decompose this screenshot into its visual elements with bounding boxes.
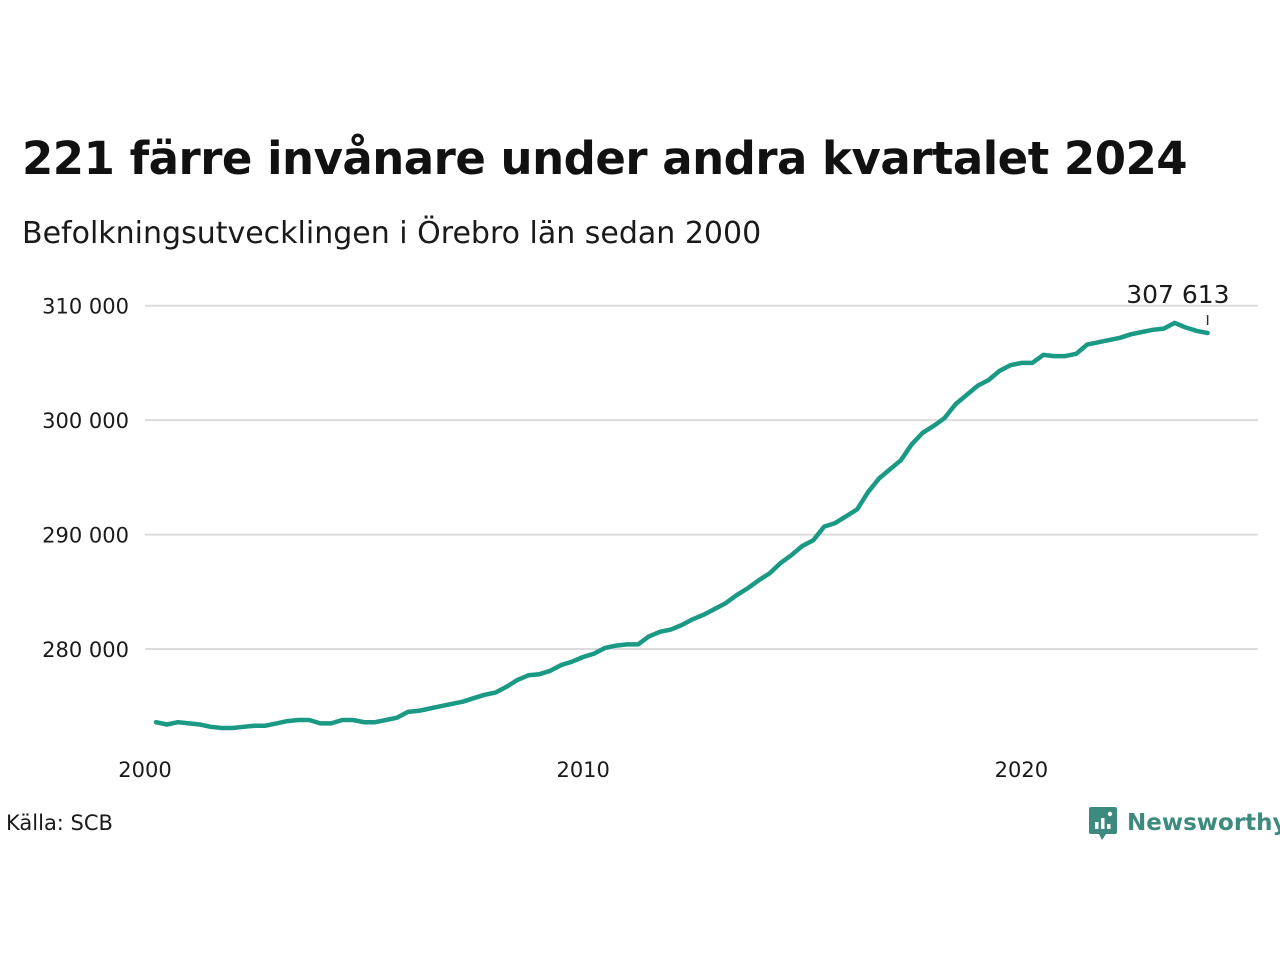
brand-name: Newsworthy [1127, 810, 1280, 836]
y-tick-label: 300 000 [42, 409, 129, 433]
brand-logo: Newsworthy [1088, 805, 1280, 841]
y-tick-label: 310 000 [42, 295, 129, 319]
chart-title: 221 färre invånare under andra kvartalet… [22, 132, 1188, 185]
series-line [153, 320, 1210, 731]
x-tick-label: 2020 [995, 758, 1048, 782]
y-tick-label: 280 000 [42, 638, 129, 662]
x-tick-label: 2010 [556, 758, 609, 782]
y-axis-ticks: 280 000 290 000 300 000 310 000 [42, 295, 129, 662]
x-tick-label: 2000 [118, 758, 171, 782]
series-group [153, 320, 1210, 731]
gridlines [145, 304, 1258, 651]
y-tick-label: 290 000 [42, 524, 129, 548]
newsworthy-logo-icon [1089, 807, 1117, 840]
end-annotation: 307 613 [1126, 280, 1230, 326]
source-note: Källa: SCB [6, 811, 113, 835]
end-value-label: 307 613 [1126, 280, 1229, 309]
x-axis-ticks: 2000 2010 2020 [118, 758, 1048, 782]
chart-subtitle: Befolkningsutvecklingen i Örebro län sed… [22, 216, 762, 251]
